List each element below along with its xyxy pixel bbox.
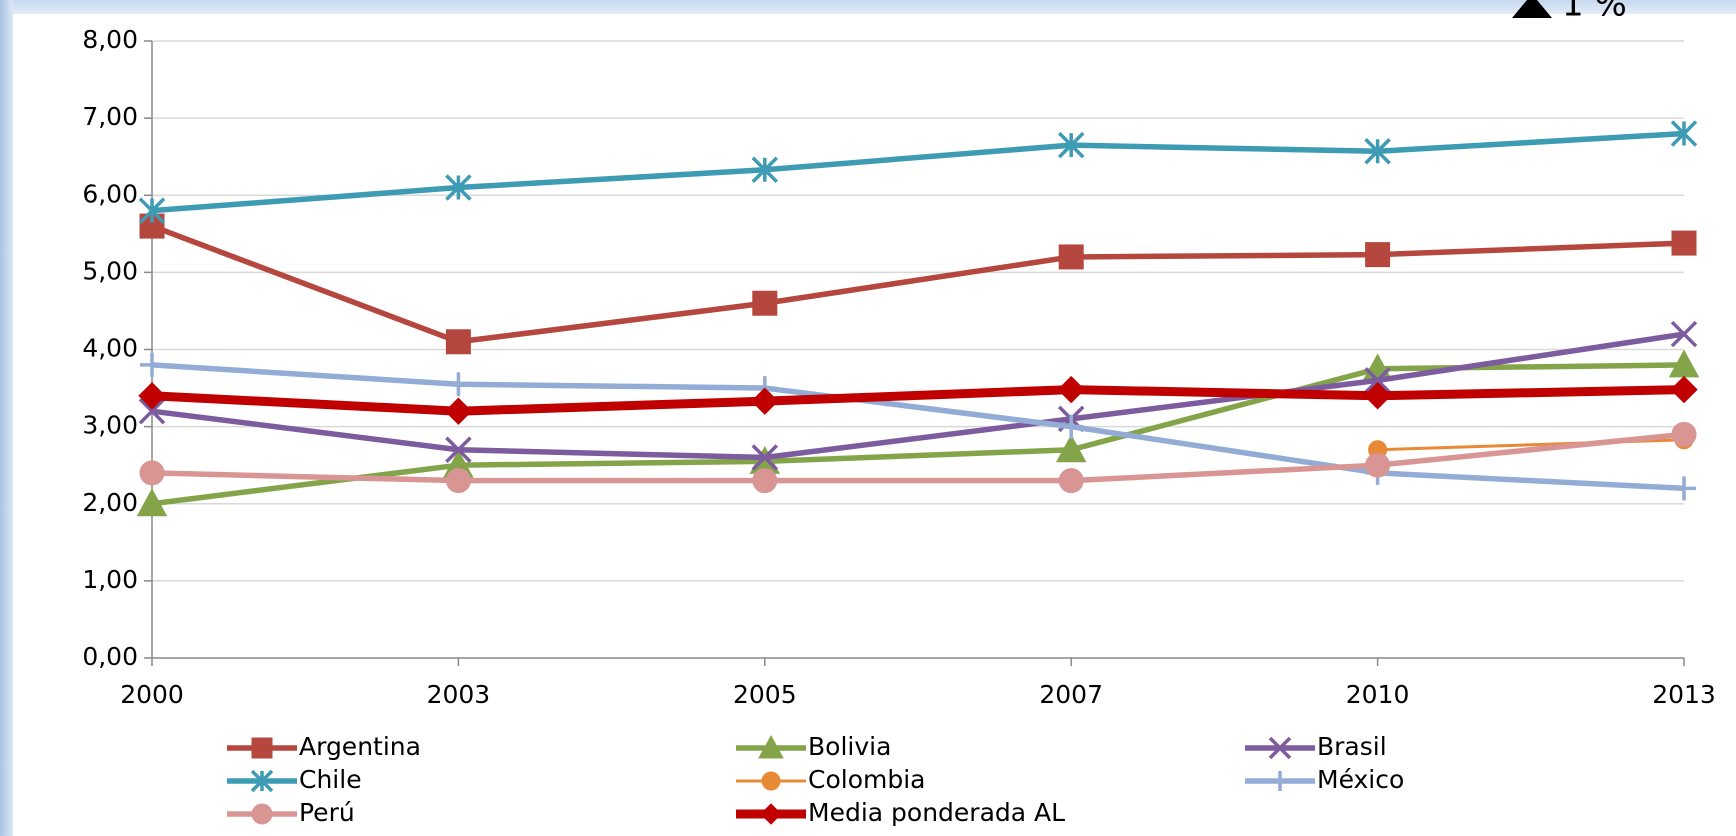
y-tick-label: 3,00: [82, 411, 138, 440]
marker: [1671, 421, 1697, 447]
series: [139, 421, 1697, 494]
marker: [1364, 367, 1391, 394]
annotation: 1 %: [1562, 0, 1627, 25]
marker: [751, 444, 779, 471]
legend-label: Bolivia: [808, 732, 891, 761]
x-tick-label: 2010: [1346, 680, 1410, 709]
legend-marker: [761, 771, 781, 791]
frame-left: [0, 0, 13, 836]
chart-panel: [13, 14, 1736, 836]
marker: [136, 488, 168, 517]
legend-label: Chile: [299, 765, 362, 794]
marker: [138, 382, 166, 410]
marker: [445, 436, 472, 464]
series: [138, 375, 1698, 425]
marker: [751, 156, 779, 184]
marker: [1058, 468, 1084, 494]
marker: [1057, 375, 1085, 404]
line: [151, 362, 1685, 507]
y-tick-label: 0,00: [82, 642, 138, 671]
y-tick-label: 1,00: [82, 565, 138, 594]
marker: [446, 372, 471, 397]
y-tick-label: 6,00: [82, 179, 138, 208]
marker: [444, 397, 473, 425]
marker: [751, 387, 779, 415]
marker: [1670, 375, 1698, 404]
legend-label: Perú: [299, 798, 355, 827]
marker: [1670, 320, 1698, 348]
line: [151, 385, 1685, 416]
legend-marker: [251, 737, 273, 759]
annotation-icon: [1512, 0, 1552, 18]
marker: [138, 397, 166, 425]
line: [151, 130, 1685, 214]
legend-label: Brasil: [1317, 732, 1387, 761]
marker: [139, 460, 165, 486]
marker: [1058, 244, 1084, 270]
frame-top: [0, 0, 1736, 14]
marker: [752, 468, 778, 494]
legend-marker: [758, 734, 784, 759]
x-tick-label: 2000: [120, 680, 184, 709]
y-tick-label: 7,00: [82, 102, 138, 131]
marker: [752, 290, 778, 316]
marker: [1670, 120, 1698, 147]
marker: [445, 329, 471, 355]
legend-label: Media ponderada AL: [808, 798, 1065, 827]
x-tick-label: 2013: [1652, 680, 1716, 709]
x-tick-label: 2005: [733, 680, 797, 709]
series: [140, 352, 1696, 501]
y-tick-label: 8,00: [82, 25, 138, 54]
marker: [445, 468, 471, 494]
x-tick-label: 2003: [427, 680, 491, 709]
series: [138, 120, 1698, 224]
legend-marker: [760, 803, 782, 825]
marker: [1057, 131, 1085, 159]
legend-label: Colombia: [808, 765, 925, 794]
marker: [1059, 414, 1084, 439]
y-tick-label: 4,00: [82, 334, 138, 363]
marker: [1365, 242, 1391, 268]
marker: [1364, 138, 1391, 165]
y-tick-label: 5,00: [82, 256, 138, 285]
legend-marker: [1270, 771, 1290, 791]
legend-marker: [251, 803, 273, 825]
marker: [1672, 476, 1696, 501]
marker: [1363, 382, 1392, 410]
line: [151, 223, 1685, 345]
legend-label: Argentina: [299, 732, 421, 761]
marker: [138, 197, 166, 224]
legend-marker: [250, 769, 274, 793]
line: [151, 362, 1685, 492]
marker: [1055, 434, 1087, 463]
legend-label: México: [1317, 765, 1404, 794]
legend-marker: [1268, 736, 1292, 760]
marker: [445, 174, 472, 201]
marker: [1365, 452, 1391, 478]
x-tick-label: 2007: [1039, 680, 1103, 709]
line: [151, 431, 1685, 484]
y-tick-label: 2,00: [82, 488, 138, 517]
line: [151, 331, 1685, 461]
marker: [140, 352, 164, 377]
marker: [1671, 230, 1697, 256]
